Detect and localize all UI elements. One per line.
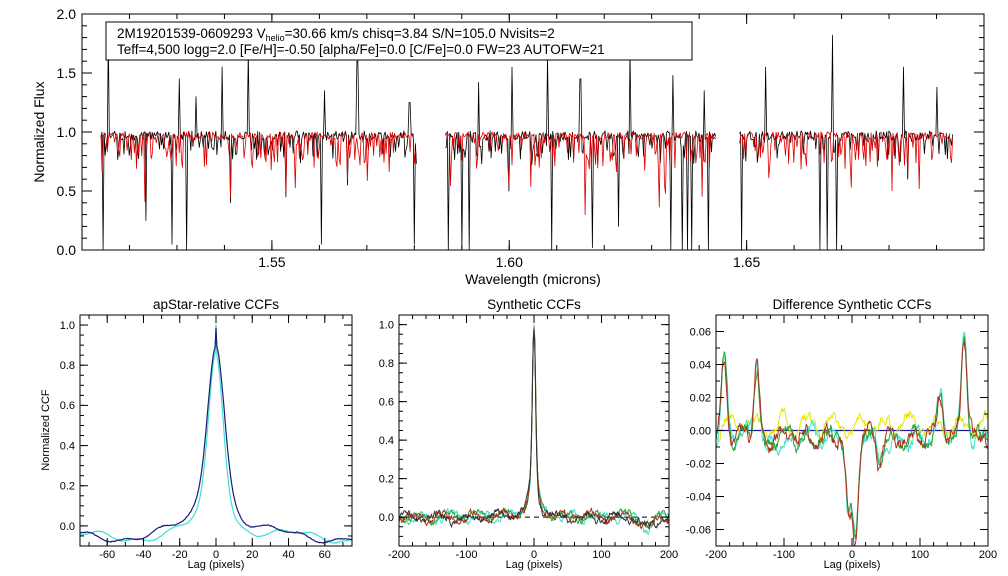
y-tick-label: 0.5	[57, 183, 77, 199]
apstar-ccf-ticks: -60 -40 -20 0 20 40 60 0.0 0.2 0.4 0.6 0.8 1.0	[60, 314, 352, 561]
synthetic-ccf-line	[398, 329, 670, 529]
x-tick-label: -100	[455, 549, 477, 561]
x-tick-label: 0	[849, 549, 855, 561]
y-tick-label: 0.00	[690, 425, 711, 437]
x-tick-label: 60	[319, 549, 331, 561]
synthetic-ccf-title: Synthetic CCFs	[487, 297, 581, 312]
x-tick-label: 0	[213, 549, 219, 561]
difference-ccf-line	[715, 341, 989, 546]
spectrum-panel: 1.55 1.60 1.65 0.0 0.5 1.0 1.5 2.0 2M19201539-0…	[31, 6, 985, 287]
spectrum-ticks: 1.55 1.60 1.65 0.0 0.5 1.0 1.5 2.0	[57, 6, 985, 270]
spectrum-model-line	[100, 131, 417, 202]
y-tick-label: 0.2	[60, 481, 75, 493]
y-tick-label: 0.04	[690, 359, 711, 371]
apstar-ccf-line	[79, 324, 353, 544]
x-tick-label: 0	[531, 549, 537, 561]
difference-ccf-title: Difference Synthetic CCFs	[773, 297, 932, 312]
x-tick-label: 100	[592, 549, 610, 561]
x-tick-label: 1.65	[733, 254, 760, 270]
synthetic-ccf-ticks: -200 -100 0 100 200 0.0 0.2 0.4 0.6 0.8 1.0	[379, 314, 678, 561]
apstar-ccf-series-layer	[79, 324, 353, 544]
apstar-ccf-y-axis-label: Normalized CCF	[40, 389, 52, 471]
y-tick-label: 1.0	[57, 124, 77, 140]
spectrum-model-line	[739, 131, 953, 192]
y-tick-label: 0.4	[60, 440, 75, 452]
y-tick-label: 0.02	[690, 392, 711, 404]
y-tick-label: 2.0	[57, 6, 77, 22]
synthetic-ccf-series-layer	[398, 324, 670, 535]
x-tick-label: 20	[246, 549, 258, 561]
spectrum-y-axis-label: Normalized Flux	[31, 81, 47, 182]
x-tick-label: -100	[773, 549, 795, 561]
spectrum-model-line	[444, 131, 717, 215]
x-tick-label: 1.55	[258, 254, 285, 270]
y-tick-label: 1.0	[379, 319, 394, 331]
info-line-2: Teff=4,500 logg=2.0 [Fe/H]=-0.50 [alpha/…	[117, 42, 605, 57]
y-tick-label: 0.0	[60, 521, 75, 533]
apstar-ccf-line	[79, 327, 353, 544]
spectrum-x-axis-label: Wavelength (microns)	[465, 271, 601, 287]
y-tick-label: -0.06	[686, 524, 711, 536]
y-tick-label: 0.2	[379, 473, 394, 485]
difference-ccf-ticks: -200 -100 0 100 200 -0.06 -0.04 -0.02 0.00 0.02 0.…	[686, 314, 997, 561]
x-tick-label: 100	[911, 549, 929, 561]
apstar-ccf-title: apStar-relative CCFs	[153, 297, 279, 312]
apstar-ccf-panel: -60 -40 -20 0 20 40 60 0.0 0.2 0.4 0.6 0.8 1.0 apSta…	[40, 297, 353, 571]
difference-ccf-x-axis-label: Lag (pixels)	[824, 559, 881, 571]
x-tick-label: 40	[282, 549, 294, 561]
y-tick-label: 0.06	[690, 326, 711, 338]
x-tick-label: -60	[99, 549, 115, 561]
x-tick-label: 200	[660, 549, 678, 561]
y-tick-label: 1.0	[60, 320, 75, 332]
y-tick-label: 0.0	[57, 242, 77, 258]
synthetic-ccf-panel: -200 -100 0 100 200 0.0 0.2 0.4 0.6 0.8 1.0 Synthe…	[379, 297, 678, 571]
info-box	[105, 21, 693, 61]
synthetic-ccf-x-axis-label: Lag (pixels)	[506, 559, 563, 571]
x-tick-label: 200	[979, 549, 997, 561]
y-tick-label: 0.4	[379, 435, 394, 447]
y-tick-label: -0.04	[686, 491, 711, 503]
difference-ccf-panel: -200 -100 0 100 200 -0.06 -0.04 -0.02 0.00 0.02 0.…	[686, 297, 997, 571]
spectrum-series-layer	[100, 31, 953, 250]
x-tick-label: -20	[172, 549, 188, 561]
synthetic-ccf-line	[398, 328, 670, 530]
x-tick-label: -40	[136, 549, 152, 561]
y-tick-label: 1.5	[57, 65, 77, 81]
y-tick-label: 0.6	[379, 396, 394, 408]
x-tick-label: -200	[388, 549, 410, 561]
y-tick-label: -0.02	[686, 458, 711, 470]
info-line-1: 2M19201539-0609293 Vhelio=30.66 km/s chi…	[117, 26, 555, 43]
y-tick-label: 0.8	[60, 360, 75, 372]
x-tick-label: 1.60	[496, 254, 523, 270]
y-tick-label: 0.0	[379, 512, 394, 524]
y-tick-label: 0.6	[60, 400, 75, 412]
y-tick-label: 0.8	[379, 358, 394, 370]
apstar-ccf-x-axis-label: Lag (pixels)	[188, 559, 245, 571]
spectrum-observed-line	[445, 49, 717, 250]
difference-ccf-series-layer	[715, 331, 989, 546]
x-tick-label: -200	[705, 549, 727, 561]
